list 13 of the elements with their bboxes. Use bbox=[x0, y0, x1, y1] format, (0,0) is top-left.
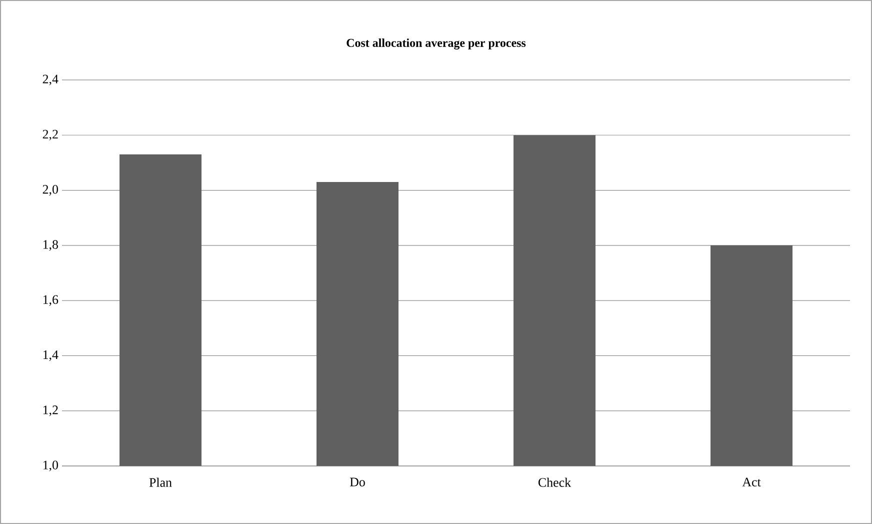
y-tick-label: 1,6 bbox=[43, 295, 58, 306]
x-tick-label: Act bbox=[742, 478, 761, 486]
x-tick-label: Plan bbox=[149, 478, 172, 487]
x-tick-label: Do bbox=[350, 478, 365, 486]
y-tick-label: 1,0 bbox=[43, 460, 58, 472]
x-tick-label: Check bbox=[538, 478, 572, 487]
y-tick-label: 2,4 bbox=[42, 74, 58, 86]
y-tick-label: 2,2 bbox=[42, 130, 58, 140]
y-tick-label: 2,0 bbox=[42, 184, 58, 196]
y-tick-label: 1,4 bbox=[43, 350, 58, 361]
y-tick-label: 1,2 bbox=[43, 406, 58, 416]
chart-title: Cost allocation average per process bbox=[346, 38, 526, 50]
y-tick-label: 1,8 bbox=[43, 240, 58, 251]
